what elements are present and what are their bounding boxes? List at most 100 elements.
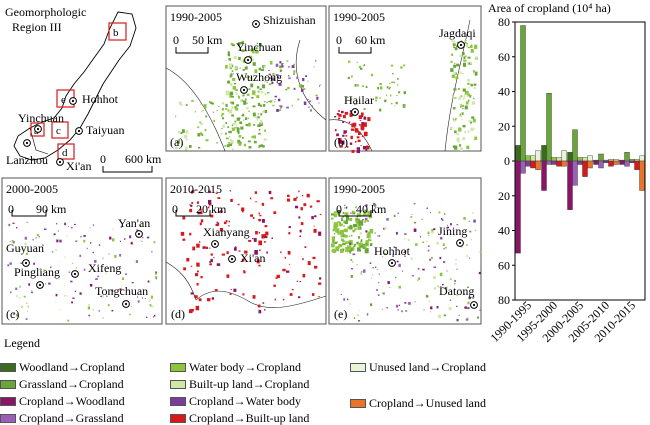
change-patch: [450, 68, 454, 72]
change-patch: [369, 243, 373, 247]
change-patch: [237, 79, 240, 81]
change-patch: [463, 56, 466, 60]
change-patch: [459, 113, 462, 116]
change-patch: [465, 45, 469, 48]
box-label-b: b: [113, 27, 119, 39]
change-patch: [455, 117, 457, 120]
change-patch: [303, 101, 307, 105]
change-patch: [453, 72, 456, 76]
y-tick-label: 80: [498, 15, 510, 29]
change-patch: [405, 310, 408, 312]
change-patch: [176, 140, 180, 144]
change-patch: [247, 140, 251, 143]
change-patch: [442, 243, 445, 246]
change-patch: [352, 229, 356, 233]
river-line: [195, 290, 327, 308]
change-patch: [24, 236, 27, 240]
change-patch: [364, 116, 366, 119]
change-patch: [333, 222, 338, 227]
change-patch: [287, 251, 291, 255]
change-patch: [289, 263, 291, 265]
change-patch: [280, 65, 284, 68]
change-patch: [149, 304, 152, 307]
change-patch: [463, 95, 466, 98]
change-patch: [341, 110, 344, 114]
bar: [535, 160, 541, 170]
change-patch: [146, 236, 150, 239]
change-patch: [25, 252, 28, 256]
change-patch: [447, 304, 449, 306]
change-patch: [295, 205, 299, 209]
change-patch: [357, 139, 361, 142]
change-patch: [242, 100, 246, 102]
change-patch: [433, 266, 437, 269]
change-patch: [240, 99, 243, 103]
change-patch: [338, 110, 340, 112]
boundary-line: [444, 19, 471, 152]
change-patch: [411, 275, 414, 277]
change-patch: [422, 268, 425, 271]
change-patch: [197, 126, 200, 129]
change-patch: [291, 65, 295, 68]
change-patch: [98, 256, 100, 258]
change-patch: [230, 289, 232, 290]
change-patch: [470, 95, 472, 97]
change-patch: [358, 115, 362, 119]
change-patch: [303, 88, 306, 90]
change-patch: [319, 84, 321, 86]
panel-b-scale-bar: [338, 47, 372, 54]
change-patch: [293, 70, 296, 73]
change-patch: [471, 101, 475, 105]
change-patch: [262, 219, 265, 223]
change-patch: [38, 236, 40, 238]
change-patch: [335, 228, 339, 233]
change-patch: [363, 269, 366, 273]
change-patch: [241, 258, 245, 262]
change-patch: [195, 273, 199, 277]
change-patch: [181, 144, 184, 146]
change-patch: [338, 244, 340, 247]
panel-b-scale-label: 60 km: [355, 33, 386, 47]
change-patch: [336, 113, 340, 116]
change-patch: [175, 146, 178, 150]
change-patch: [213, 119, 216, 122]
change-patch: [429, 311, 432, 313]
change-patch: [230, 82, 233, 87]
change-patch: [56, 223, 58, 225]
change-patch: [453, 107, 456, 110]
change-patch: [260, 91, 264, 94]
change-patch: [343, 225, 345, 227]
change-patch: [257, 102, 261, 107]
change-patch: [228, 109, 233, 114]
change-patch: [392, 73, 394, 75]
bar: [525, 155, 531, 162]
change-patch: [404, 302, 407, 304]
change-patch: [232, 96, 234, 98]
change-patch: [186, 139, 188, 141]
change-patch: [366, 236, 370, 239]
change-patch: [468, 99, 470, 102]
change-patch: [201, 111, 203, 113]
change-patch: [263, 65, 266, 69]
change-patch: [83, 268, 86, 271]
change-patch: [413, 228, 417, 232]
change-patch: [471, 49, 474, 51]
change-patch: [369, 262, 372, 264]
change-patch: [331, 217, 334, 220]
city-marker: [34, 125, 42, 133]
change-patch: [141, 297, 143, 299]
bar: [561, 150, 567, 162]
change-patch: [456, 45, 459, 47]
change-patch: [470, 127, 474, 132]
city-marker: [252, 20, 260, 28]
change-patch: [343, 298, 346, 301]
change-patch: [467, 46, 470, 49]
change-patch: [242, 113, 245, 117]
change-patch: [461, 52, 465, 56]
change-patch: [353, 245, 356, 247]
change-patch: [356, 241, 359, 245]
change-patch: [101, 295, 104, 298]
change-patch: [89, 283, 93, 287]
change-patch: [17, 315, 19, 316]
change-patch: [377, 294, 380, 296]
